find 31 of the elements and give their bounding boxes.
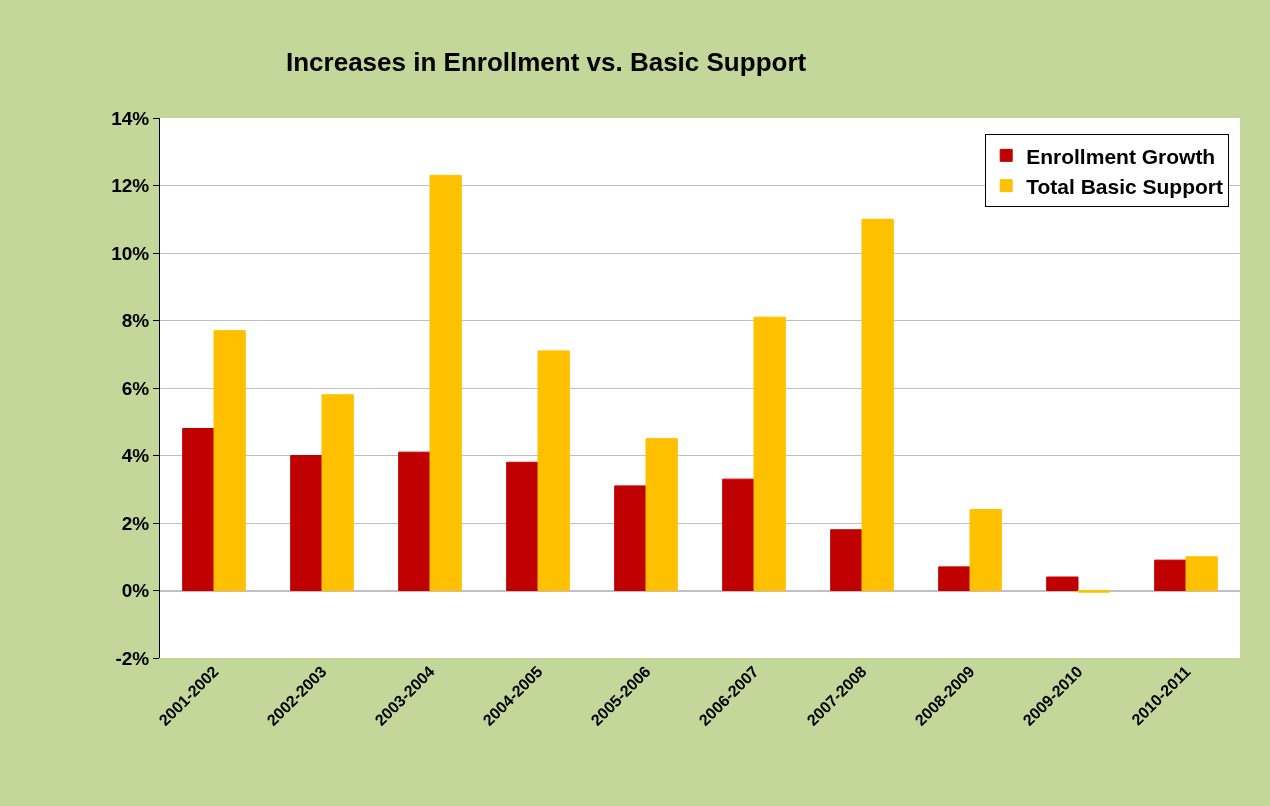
- y-tick-label: 6%: [121, 377, 150, 399]
- bar: [938, 566, 971, 591]
- bar: [969, 509, 1002, 591]
- y-tick-label: 12%: [111, 175, 150, 197]
- legend-label: Total Basic Support: [1026, 174, 1223, 198]
- chart-title: Increases in Enrollment vs. Basic Support: [286, 46, 807, 77]
- bar: [753, 316, 786, 591]
- bar: [182, 428, 215, 591]
- y-tick-label: 10%: [111, 242, 150, 264]
- bar: [722, 478, 755, 591]
- bar: [429, 174, 462, 591]
- bar: [645, 438, 678, 591]
- y-tick-label: 0%: [121, 580, 150, 602]
- bar: [290, 455, 323, 591]
- bar: [398, 451, 431, 591]
- bar: [1154, 559, 1187, 591]
- bar: [506, 461, 539, 591]
- bar: [537, 350, 570, 591]
- y-tick-label: 8%: [121, 310, 150, 332]
- y-tick-label: -2%: [115, 647, 150, 669]
- bar: [213, 330, 246, 591]
- bar: [861, 218, 894, 591]
- y-tick-label: 2%: [121, 512, 150, 534]
- bar: [830, 529, 863, 591]
- bar: [614, 485, 647, 591]
- bar: [1046, 576, 1079, 591]
- bar: [321, 394, 354, 591]
- bar: [1185, 556, 1218, 591]
- y-tick-label: 4%: [121, 445, 150, 467]
- legend-label: Enrollment Growth: [1026, 144, 1216, 168]
- y-tick-label: 14%: [111, 107, 150, 129]
